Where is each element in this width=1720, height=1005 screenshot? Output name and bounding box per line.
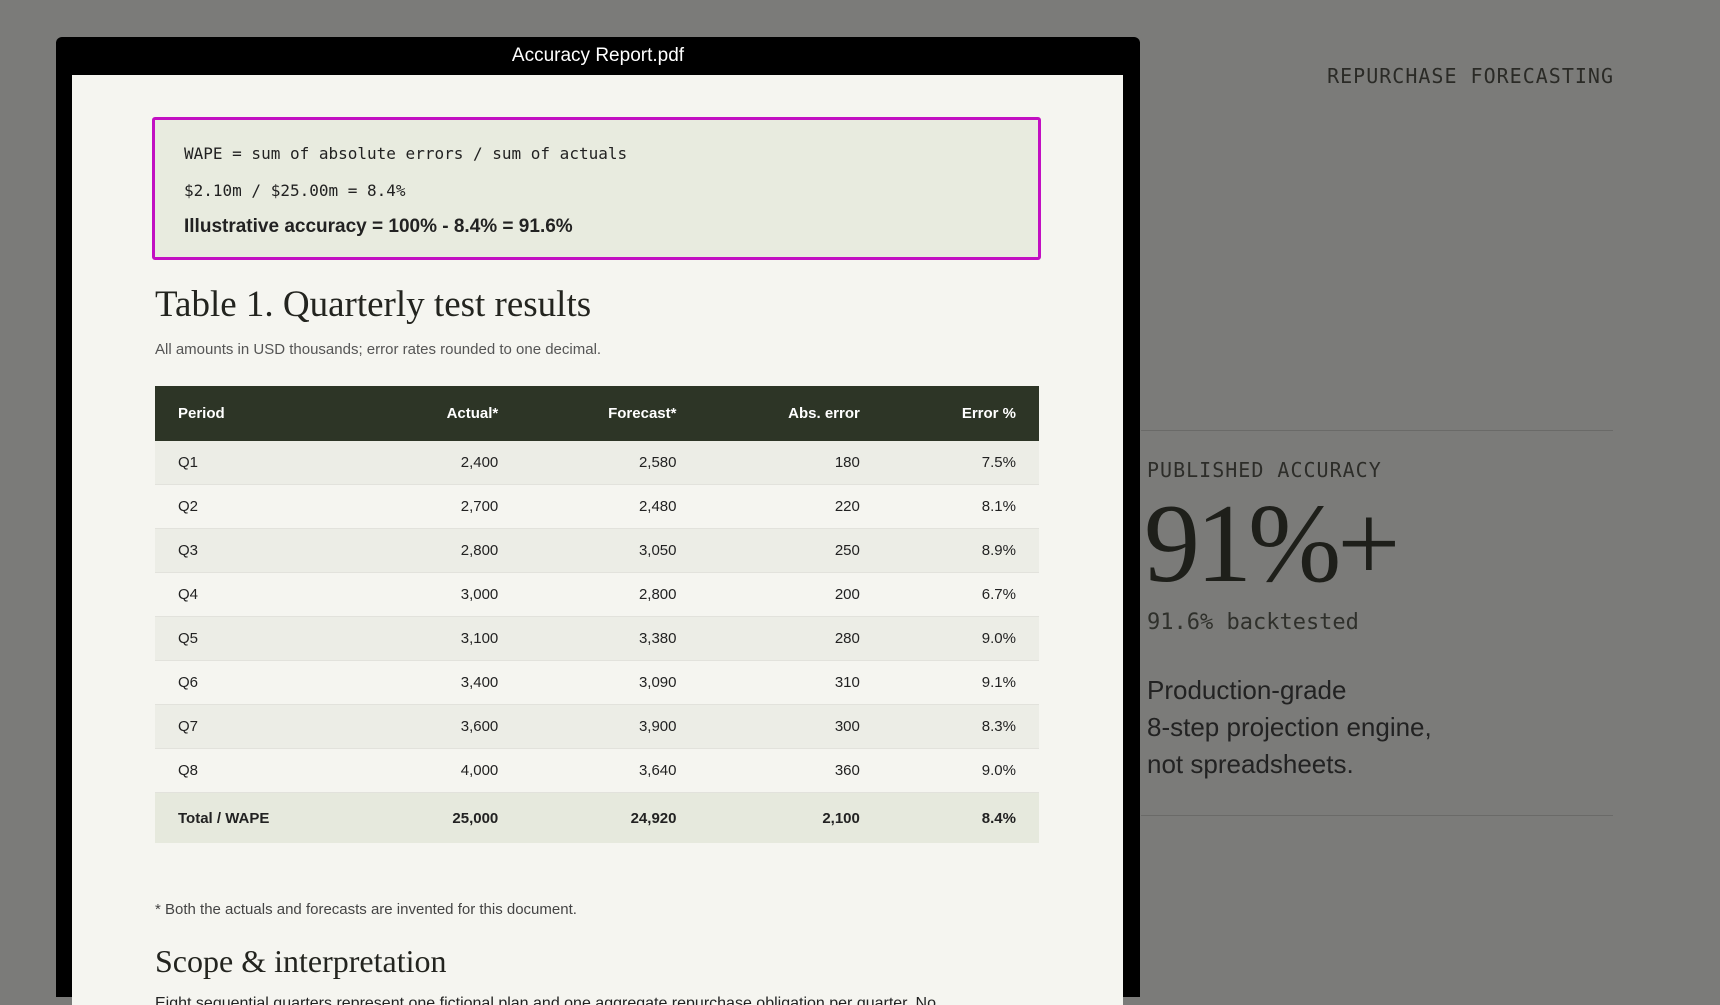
total-cell: 25,000: [369, 792, 522, 843]
table-body: Q1 2,400 2,580 180 7.5% Q2 2,700 2,480 220 8.1% Q3…: [155, 441, 1039, 793]
table-cell: 7.5%: [882, 441, 1039, 485]
table-row: Q1 2,400 2,580 180 7.5%: [155, 441, 1039, 485]
table-cell: 2,400: [369, 441, 522, 485]
table-title: Table 1. Quarterly test results: [155, 284, 592, 325]
table-cell: 2,800: [369, 528, 522, 573]
page: {"side": {"kicker": "REPURCHASE FORECAST…: [56, 37, 1614, 1005]
pitch: Production-grade 8-step projection engin…: [1147, 672, 1577, 783]
headline-stat: 91%+: [1144, 482, 1400, 606]
table-cell: 3,600: [369, 704, 522, 749]
table-cell: 310: [699, 660, 883, 705]
table-cell: 2,480: [521, 484, 700, 529]
pitch-line: 8-step projection engine,: [1147, 712, 1432, 742]
table-cell: 2,800: [521, 572, 700, 617]
section-text: Eight sequential quarters represent one …: [155, 995, 936, 1005]
total-cell: 24,920: [521, 792, 700, 843]
table-row: Q6 3,400 3,090 310 9.1%: [155, 660, 1039, 705]
table-row: Q5 3,100 3,380 280 9.0%: [155, 616, 1039, 661]
viewer-title: Accuracy Report.pdf: [511, 45, 685, 66]
backtest-note: 91.6% backtested: [1147, 610, 1359, 635]
table-cell: Q2: [155, 484, 370, 529]
formula-box: WAPE = sum of absolute errors / sum of a…: [152, 117, 1041, 260]
results-table: Period Actual* Forecast* Abs. error Error % …: [155, 386, 1039, 843]
table-row: Q7 3,600 3,900 300 8.3%: [155, 704, 1039, 749]
column-header: Forecast*: [521, 386, 700, 441]
table-cell: 2,700: [369, 484, 522, 529]
divider: [1141, 815, 1613, 816]
column-header: Error %: [882, 386, 1039, 441]
pitch-line: not spreadsheets.: [1147, 749, 1354, 779]
column-header: Period: [155, 386, 370, 441]
table-cell: 9.0%: [882, 748, 1039, 793]
accuracy-label: PUBLISHED ACCURACY: [1147, 458, 1382, 482]
table-cell: 3,380: [521, 616, 700, 661]
total-cell: Total / WAPE: [155, 792, 370, 843]
section-title: Scope & interpretation: [155, 943, 447, 979]
table-cell: 8.1%: [882, 484, 1039, 529]
table-row: Q2 2,700 2,480 220 8.1%: [155, 484, 1039, 529]
table-cell: 300: [699, 704, 883, 749]
table-row: Q4 3,000 2,800 200 6.7%: [155, 572, 1039, 617]
table-cell: 3,900: [521, 704, 700, 749]
table-cell: 9.1%: [882, 660, 1039, 705]
table-cell: Q1: [155, 441, 370, 485]
table-cell: 2,580: [521, 441, 700, 485]
column-header: Actual*: [369, 386, 522, 441]
table-cell: 250: [699, 528, 883, 573]
table-cell: 3,000: [369, 572, 522, 617]
table-row: Q8 4,000 3,640 360 9.0%: [155, 748, 1039, 793]
pdf-page: WAPE = sum of absolute errors / sum of a…: [72, 75, 1123, 1005]
header-row: Period Actual* Forecast* Abs. error Error %: [155, 386, 1039, 441]
table-cell: 4,000: [369, 748, 522, 793]
pdf-viewer: Accuracy Report.pdf WAPE = sum of absolu…: [56, 37, 1140, 1005]
table-cell: 8.3%: [882, 704, 1039, 749]
table-subtitle: All amounts in USD thousands; error rate…: [155, 341, 602, 358]
table-cell: 3,400: [369, 660, 522, 705]
column-header: Abs. error: [699, 386, 883, 441]
total-row: Total / WAPE 25,000 24,920 2,100 8.4%: [155, 792, 1039, 843]
formula-result: Illustrative accuracy = 100% - 8.4% = 91…: [184, 216, 573, 237]
table-cell: 3,090: [521, 660, 700, 705]
table-cell: 6.7%: [882, 572, 1039, 617]
table-cell: 8.9%: [882, 528, 1039, 573]
table-cell: 3,640: [521, 748, 700, 793]
total-cell: 8.4%: [882, 792, 1039, 843]
total-cell: 2,100: [699, 792, 883, 843]
formula-line: WAPE = sum of absolute errors / sum of a…: [184, 144, 628, 163]
table-cell: 360: [699, 748, 883, 793]
kicker: REPURCHASE FORECASTING: [1327, 64, 1614, 88]
table-row: Q3 2,800 3,050 250 8.9%: [155, 528, 1039, 573]
formula-line: $2.10m / $25.00m = 8.4%: [184, 181, 406, 200]
table-cell: 220: [699, 484, 883, 529]
table-cell: Q4: [155, 572, 370, 617]
table-cell: Q6: [155, 660, 370, 705]
table-cell: 9.0%: [882, 616, 1039, 661]
table-cell: Q3: [155, 528, 370, 573]
table-cell: Q5: [155, 616, 370, 661]
table-cell: Q7: [155, 704, 370, 749]
table-cell: Q8: [155, 748, 370, 793]
table-cell: 200: [699, 572, 883, 617]
pitch-line: Production-grade: [1147, 675, 1347, 705]
table-cell: 180: [699, 441, 883, 485]
table-cell: 3,050: [521, 528, 700, 573]
footnote: * Both the actuals and forecasts are inv…: [155, 901, 577, 918]
divider: [1141, 430, 1613, 431]
table-cell: 3,100: [369, 616, 522, 661]
table-cell: 280: [699, 616, 883, 661]
